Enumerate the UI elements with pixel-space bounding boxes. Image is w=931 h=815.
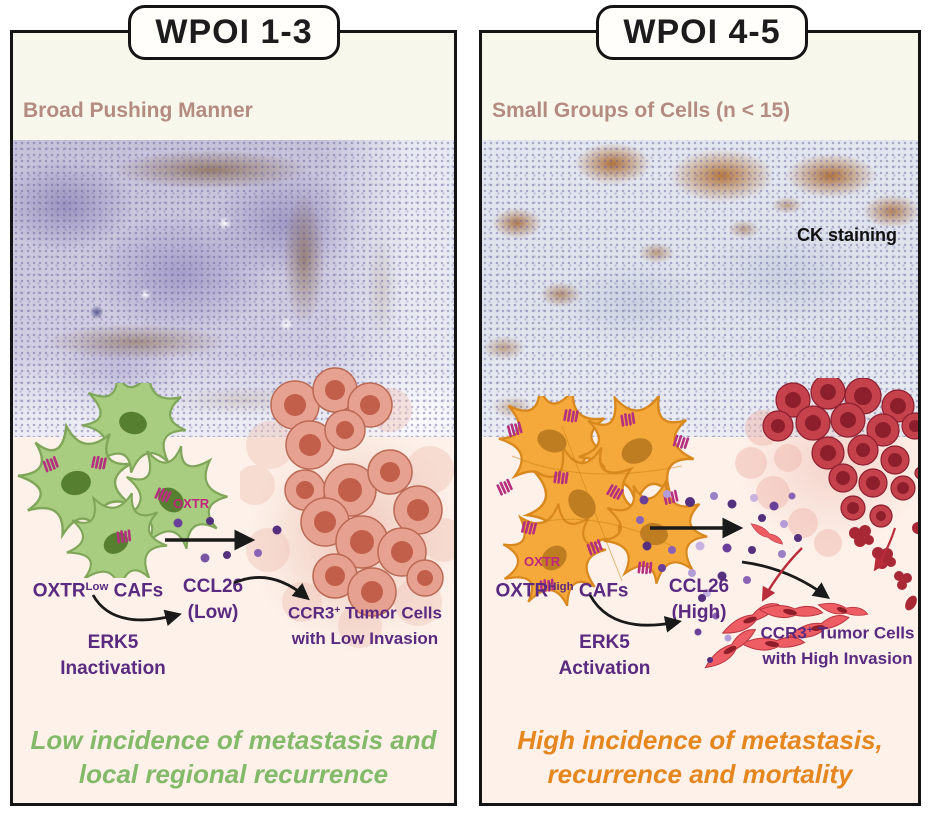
left-outcome-text: Low incidence of metastasis and local re… [30,725,437,789]
ck-staining-label: CK staining [797,225,898,245]
panel-wpoi-1-3: Broad Pushing Manner [10,30,457,806]
tumor-cell-nuclei [771,384,918,521]
right-oxtr-receptor-label: OXTR [524,554,561,569]
right-subtitle: Small Groups of Cells (n < 15) [492,99,791,122]
caf-nuclei [537,429,668,571]
left-ccr3-label: CCR3+ Tumor Cells with Low Invasion [288,603,442,648]
ccl26-dots [636,490,802,597]
right-ccl26-label: CCL26 (High) [668,576,730,623]
tumor-cell-nuclei [284,380,433,603]
right-erk5-label: ERK5 Activation [558,632,651,679]
ccl26-to-ccr3-arrow-left [233,576,310,601]
small-tumor-cell-groups [849,522,918,611]
invading-spindle-cells-illustration [694,520,897,672]
erk5-curved-arrow-right [588,594,682,633]
ccl26-dots [173,517,282,563]
orange-caf-cells-illustration [482,396,717,606]
right-histology-image [482,140,918,437]
left-caf-label: OXTRLow CAFs [32,580,164,602]
green-caf-cells-illustration [13,383,243,578]
left-oxtr-receptor-label: OXTR [173,496,210,511]
tumor-cell-bodies [762,378,918,528]
panel-wpoi-4-5: Small Groups of Cells (n < 15) CK staini… [479,30,921,806]
erk5-curved-arrow-left [91,594,182,626]
spindle-cell-nuclei [723,607,848,655]
ccl26-secretion-arrow-low [165,517,282,563]
invasion-arrow-red-2 [873,527,897,572]
invasion-arrow-red-1 [761,547,803,602]
left-histology-image [13,140,454,437]
ccl26-dots-trailing [694,594,732,663]
wpoi-4-5-title: WPOI 4-5 [596,5,808,60]
right-ccr3-label: CCR3+ Tumor Cells with High Invasion [760,623,915,668]
ghost-tumor-cells [735,410,842,557]
high-invasion-tumor-cluster-illustration [735,378,918,611]
left-ccl26-label: CCL26 (Low) [182,576,244,623]
wpoi-1-3-title: WPOI 1-3 [128,5,340,60]
ccl26-to-ccr3-arrow-right [741,560,831,599]
ccl26-secretion-arrow-high [636,490,802,597]
left-subtitle: Broad Pushing Manner [23,99,253,122]
left-erk5-label: ERK5 Inactivation [60,632,166,679]
right-outcome-text: High incidence of metastasis, recurrence… [517,725,883,789]
